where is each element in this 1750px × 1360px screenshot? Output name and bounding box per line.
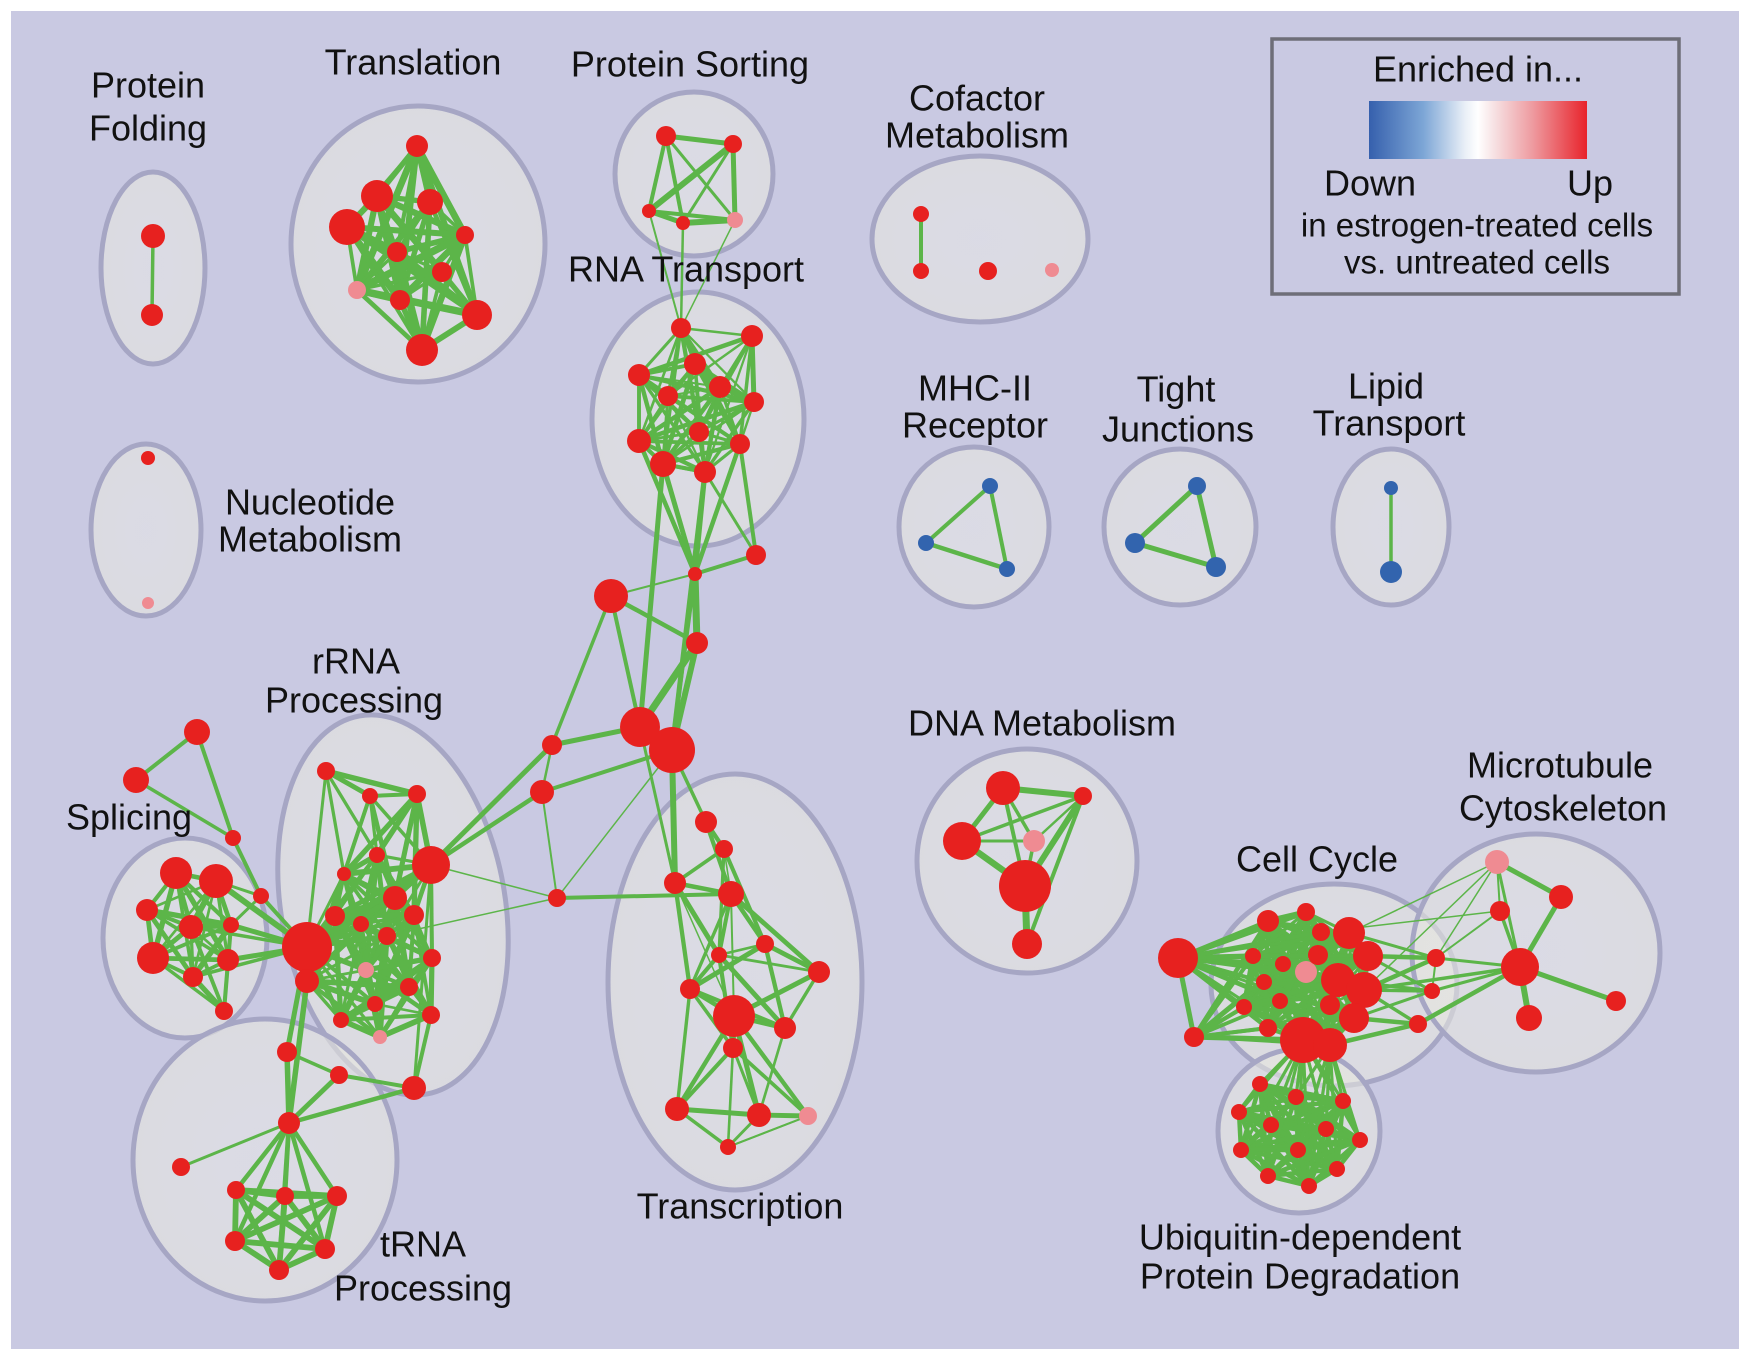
svg-text:Cell Cycle: Cell Cycle xyxy=(1236,839,1398,880)
svg-text:Lipid: Lipid xyxy=(1348,366,1424,407)
svg-text:in estrogen-treated cells: in estrogen-treated cells xyxy=(1301,207,1653,244)
svg-text:Cytoskeleton: Cytoskeleton xyxy=(1459,788,1667,829)
svg-text:Metabolism: Metabolism xyxy=(885,115,1069,156)
svg-text:Transcription: Transcription xyxy=(637,1186,844,1227)
svg-text:Protein Degradation: Protein Degradation xyxy=(1140,1256,1460,1297)
svg-text:Protein: Protein xyxy=(91,65,205,106)
svg-text:RNA Transport: RNA Transport xyxy=(568,249,804,290)
svg-text:Transport: Transport xyxy=(1313,403,1466,444)
svg-text:Nucleotide: Nucleotide xyxy=(225,482,395,523)
svg-text:DNA Metabolism: DNA Metabolism xyxy=(908,703,1176,744)
svg-text:Processing: Processing xyxy=(334,1268,512,1309)
svg-text:Processing: Processing xyxy=(265,680,443,721)
svg-text:Translation: Translation xyxy=(325,42,502,83)
svg-text:Tight: Tight xyxy=(1137,369,1216,410)
svg-text:vs. untreated cells: vs. untreated cells xyxy=(1344,244,1610,281)
svg-text:Microtubule: Microtubule xyxy=(1467,745,1653,786)
svg-text:Cofactor: Cofactor xyxy=(909,78,1045,119)
svg-text:tRNA: tRNA xyxy=(380,1224,466,1265)
svg-text:Folding: Folding xyxy=(89,108,207,149)
svg-text:Splicing: Splicing xyxy=(66,797,192,838)
svg-text:Ubiquitin-dependent: Ubiquitin-dependent xyxy=(1139,1217,1461,1258)
svg-text:rRNA: rRNA xyxy=(312,641,400,682)
svg-text:Junctions: Junctions xyxy=(1102,409,1254,450)
svg-text:Up: Up xyxy=(1567,163,1613,204)
svg-text:MHC-II: MHC-II xyxy=(918,368,1032,409)
svg-text:Protein Sorting: Protein Sorting xyxy=(571,44,809,85)
svg-text:Metabolism: Metabolism xyxy=(218,519,402,560)
svg-text:Receptor: Receptor xyxy=(902,405,1048,446)
svg-text:Enriched in...: Enriched in... xyxy=(1373,49,1583,90)
svg-text:Down: Down xyxy=(1324,163,1416,204)
